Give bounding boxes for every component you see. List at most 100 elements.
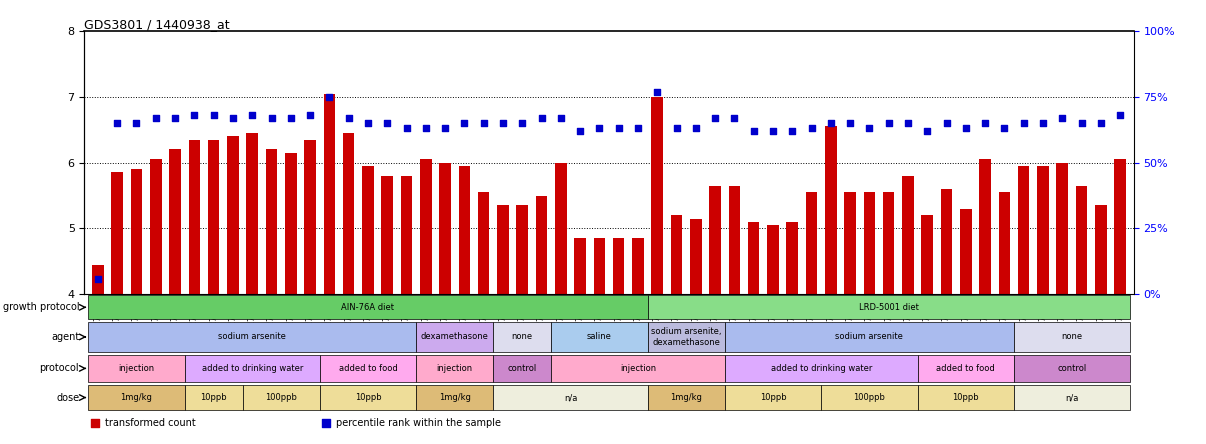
Bar [1018, 166, 1030, 294]
Point [841, 119, 860, 127]
FancyBboxPatch shape [1014, 322, 1130, 352]
FancyBboxPatch shape [416, 355, 493, 382]
Bar [999, 192, 1011, 294]
Bar [150, 159, 162, 294]
Text: transformed count: transformed count [105, 418, 197, 428]
Point [204, 112, 223, 119]
Text: added to drinking water: added to drinking water [771, 364, 872, 373]
FancyBboxPatch shape [242, 385, 320, 410]
Bar [786, 222, 798, 294]
FancyBboxPatch shape [918, 355, 1014, 382]
Bar [632, 238, 644, 294]
Text: protocol: protocol [40, 363, 80, 373]
Text: control: control [1058, 364, 1087, 373]
Point [435, 125, 455, 132]
Point [706, 115, 725, 122]
Text: injection: injection [437, 364, 473, 373]
FancyBboxPatch shape [416, 385, 493, 410]
Point [551, 115, 570, 122]
Bar [169, 150, 181, 294]
Point [628, 125, 648, 132]
Text: sodium arsenite: sodium arsenite [836, 333, 903, 341]
Point [1091, 119, 1111, 127]
FancyBboxPatch shape [88, 322, 416, 352]
Bar [265, 150, 277, 294]
FancyBboxPatch shape [1014, 385, 1130, 410]
Bar [1095, 206, 1107, 294]
FancyBboxPatch shape [493, 355, 551, 382]
Point [860, 125, 879, 132]
Text: agent: agent [51, 332, 80, 342]
Bar [111, 173, 123, 294]
FancyBboxPatch shape [648, 385, 725, 410]
Point [763, 127, 783, 135]
FancyBboxPatch shape [648, 322, 725, 352]
Text: added to drinking water: added to drinking water [201, 364, 303, 373]
Bar [671, 215, 683, 294]
Text: GDS3801 / 1440938_at: GDS3801 / 1440938_at [84, 18, 230, 31]
Text: growth protocol: growth protocol [2, 302, 80, 312]
Bar [979, 159, 991, 294]
FancyBboxPatch shape [88, 355, 185, 382]
Point [223, 115, 242, 122]
Point [513, 119, 532, 127]
Point [1014, 119, 1034, 127]
Point [416, 125, 435, 132]
Point [686, 125, 706, 132]
Bar [728, 186, 740, 294]
FancyBboxPatch shape [821, 385, 918, 410]
Bar [767, 225, 779, 294]
Text: control: control [508, 364, 537, 373]
Point [609, 125, 628, 132]
Text: added to food: added to food [339, 364, 397, 373]
Point [339, 115, 358, 122]
Point [976, 119, 995, 127]
Point [127, 119, 146, 127]
Bar [478, 192, 490, 294]
Text: n/a: n/a [563, 393, 578, 402]
Bar [748, 222, 760, 294]
Text: sodium arsenite: sodium arsenite [218, 333, 286, 341]
Text: none: none [511, 333, 533, 341]
FancyBboxPatch shape [725, 385, 821, 410]
Bar [516, 206, 528, 294]
Point [165, 115, 185, 122]
Bar [902, 176, 914, 294]
Point [262, 115, 281, 122]
Bar [130, 169, 142, 294]
Bar [400, 176, 412, 294]
FancyBboxPatch shape [725, 322, 1014, 352]
Point [281, 115, 300, 122]
Bar [863, 192, 876, 294]
FancyBboxPatch shape [551, 322, 648, 352]
Bar [188, 139, 200, 294]
Bar [574, 238, 586, 294]
Point [744, 127, 763, 135]
Bar [1056, 163, 1069, 294]
Text: saline: saline [587, 333, 611, 341]
Point [570, 127, 590, 135]
Bar [941, 189, 953, 294]
Point [725, 115, 744, 122]
FancyBboxPatch shape [185, 355, 320, 382]
Point [455, 119, 474, 127]
FancyBboxPatch shape [416, 322, 493, 352]
Bar [593, 238, 605, 294]
Point [397, 125, 416, 132]
Text: dose: dose [55, 392, 80, 403]
Bar [497, 206, 509, 294]
Point [1111, 112, 1130, 119]
FancyBboxPatch shape [648, 296, 1130, 319]
Bar [439, 163, 451, 294]
Bar [844, 192, 856, 294]
Bar [960, 209, 972, 294]
Bar [1076, 186, 1088, 294]
Text: 1mg/kg: 1mg/kg [121, 393, 152, 402]
Bar [709, 186, 721, 294]
Point [474, 119, 493, 127]
Point [300, 112, 320, 119]
Text: sodium arsenite,
dexamethasone: sodium arsenite, dexamethasone [651, 327, 721, 347]
Text: AIN-76A diet: AIN-76A diet [341, 303, 394, 312]
FancyBboxPatch shape [1014, 355, 1130, 382]
Bar [285, 153, 297, 294]
